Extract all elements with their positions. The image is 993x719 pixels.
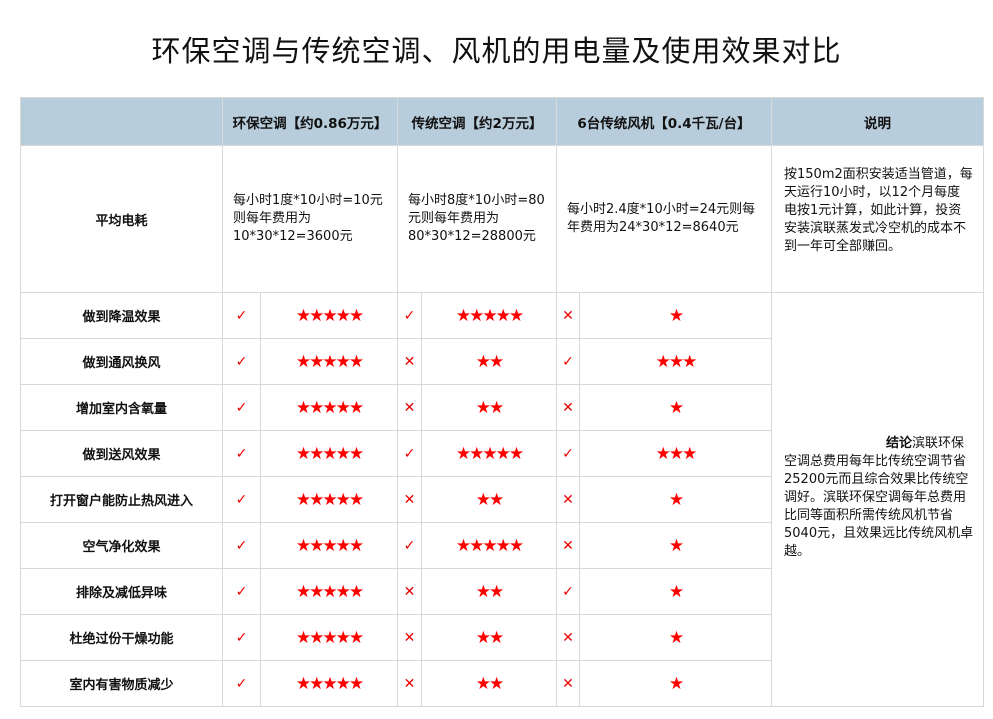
check-icon: ✓ xyxy=(556,430,580,477)
star-rating: ★★★★★ xyxy=(260,522,398,569)
star-rating: ★ xyxy=(579,614,772,661)
star-rating: ★ xyxy=(579,476,772,523)
header-note: 说明 xyxy=(771,97,984,146)
header-trad: 传统空调【约2万元】 xyxy=(397,97,557,146)
table-row: 室内有害物质减少 ✓ ★★★★★ ✕ ★★ ✕ ★ xyxy=(20,660,984,707)
star-rating: ★ xyxy=(579,292,772,339)
power-note: 按150m2面积安装适当管道，每天运行10小时，以12个月每度电按1元计算，如此… xyxy=(771,145,984,293)
check-icon: ✓ xyxy=(397,292,422,339)
star-rating: ★★★★★ xyxy=(260,660,398,707)
cross-icon: ✕ xyxy=(397,614,422,661)
row-label: 打开窗户能防止热风进入 xyxy=(20,476,223,523)
page-title: 环保空调与传统空调、风机的用电量及使用效果对比 xyxy=(151,34,842,68)
star-rating: ★★★★★ xyxy=(260,476,398,523)
row-label: 排除及减低异味 xyxy=(20,568,223,615)
cross-icon: ✕ xyxy=(556,614,580,661)
cross-icon: ✕ xyxy=(397,384,422,431)
star-rating: ★★ xyxy=(421,476,557,523)
power-label: 平均电耗 xyxy=(20,145,223,293)
table-row: 做到送风效果 ✓ ★★★★★ ✓ ★★★★★ ✓ ★★★ xyxy=(20,430,984,477)
cross-icon: ✕ xyxy=(556,292,580,339)
cross-icon: ✕ xyxy=(556,476,580,523)
star-rating: ★★ xyxy=(421,384,557,431)
row-label: 做到降温效果 xyxy=(20,292,223,339)
conclusion-text: 滨联环保空调总费用每年比传统空调节省25200元而且综合效果比传统空调好。滨联环… xyxy=(784,436,974,559)
star-rating: ★★★★★ xyxy=(421,430,557,477)
conclusion-cell: 结论滨联环保空调总费用每年比传统空调节省25200元而且综合效果比传统空调好。滨… xyxy=(771,292,984,707)
table-row: 做到通风换风 ✓ ★★★★★ ✕ ★★ ✓ ★★★ xyxy=(20,338,984,385)
check-icon: ✓ xyxy=(222,338,261,385)
conclusion-bold: 结论 xyxy=(886,436,913,451)
check-icon: ✓ xyxy=(222,522,261,569)
star-rating: ★★★★★ xyxy=(260,338,398,385)
power-fan: 每小时2.4度*10小时=24元则每年费用为24*30*12=8640元 xyxy=(556,145,772,293)
star-rating: ★★★ xyxy=(579,430,772,477)
star-rating: ★★ xyxy=(421,568,557,615)
table-row: 打开窗户能防止热风进入 ✓ ★★★★★ ✕ ★★ ✕ ★ xyxy=(20,476,984,523)
star-rating: ★★ xyxy=(421,614,557,661)
power-eco: 每小时1度*10小时=10元则每年费用为10*30*12=3600元 xyxy=(222,145,398,293)
check-icon: ✓ xyxy=(222,384,261,431)
star-rating: ★★ xyxy=(421,338,557,385)
row-label: 增加室内含氧量 xyxy=(20,384,223,431)
cross-icon: ✕ xyxy=(397,660,422,707)
header-fan: 6台传统风机【0.4千瓦/台】 xyxy=(556,97,772,146)
header-empty xyxy=(20,97,223,146)
comparison-table: 环保空调【约0.86万元】 传统空调【约2万元】 6台传统风机【0.4千瓦/台】… xyxy=(20,97,984,707)
star-rating: ★★★★★ xyxy=(260,384,398,431)
star-rating: ★★★★★ xyxy=(260,430,398,477)
star-rating: ★ xyxy=(579,522,772,569)
star-rating: ★★★★★ xyxy=(421,522,557,569)
table-row: 做到降温效果 ✓ ★★★★★ ✓ ★★★★★ ✕ ★ 结论滨联环保空调总费用每年比传统空调节省… xyxy=(20,292,984,707)
star-rating: ★★★★★ xyxy=(260,568,398,615)
power-row: 平均电耗 每小时1度*10小时=10元则每年费用为10*30*12=3600元 … xyxy=(20,145,984,293)
star-rating: ★ xyxy=(579,384,772,431)
star-rating: ★ xyxy=(579,660,772,707)
cross-icon: ✕ xyxy=(397,338,422,385)
row-label: 杜绝过份干燥功能 xyxy=(20,614,223,661)
star-rating: ★★★★★ xyxy=(421,292,557,339)
table-row: 杜绝过份干燥功能 ✓ ★★★★★ ✕ ★★ ✕ ★ xyxy=(20,614,984,661)
check-icon: ✓ xyxy=(397,430,422,477)
table-row: 空气净化效果 ✓ ★★★★★ ✓ ★★★★★ ✕ ★ xyxy=(20,522,984,569)
cross-icon: ✕ xyxy=(556,522,580,569)
header-eco: 环保空调【约0.86万元】 xyxy=(222,97,398,146)
row-label: 做到送风效果 xyxy=(20,430,223,477)
check-icon: ✓ xyxy=(397,522,422,569)
check-icon: ✓ xyxy=(222,614,261,661)
check-icon: ✓ xyxy=(556,568,580,615)
star-rating: ★ xyxy=(579,568,772,615)
cross-icon: ✕ xyxy=(397,476,422,523)
row-label: 做到通风换风 xyxy=(20,338,223,385)
star-rating: ★★★ xyxy=(579,338,772,385)
header-row: 环保空调【约0.86万元】 传统空调【约2万元】 6台传统风机【0.4千瓦/台】… xyxy=(20,97,984,146)
check-icon: ✓ xyxy=(556,338,580,385)
check-icon: ✓ xyxy=(222,660,261,707)
star-rating: ★★★★★ xyxy=(260,292,398,339)
check-icon: ✓ xyxy=(222,568,261,615)
star-rating: ★★★★★ xyxy=(260,614,398,661)
power-trad: 每小时8度*10小时=80元则每年费用为80*30*12=28800元 xyxy=(397,145,557,293)
check-icon: ✓ xyxy=(222,292,261,339)
cross-icon: ✕ xyxy=(556,660,580,707)
cross-icon: ✕ xyxy=(397,568,422,615)
table-row: 排除及减低异味 ✓ ★★★★★ ✕ ★★ ✓ ★ xyxy=(20,568,984,615)
row-label: 室内有害物质减少 xyxy=(20,660,223,707)
cross-icon: ✕ xyxy=(556,384,580,431)
check-icon: ✓ xyxy=(222,476,261,523)
row-label: 空气净化效果 xyxy=(20,522,223,569)
star-rating: ★★ xyxy=(421,660,557,707)
check-icon: ✓ xyxy=(222,430,261,477)
